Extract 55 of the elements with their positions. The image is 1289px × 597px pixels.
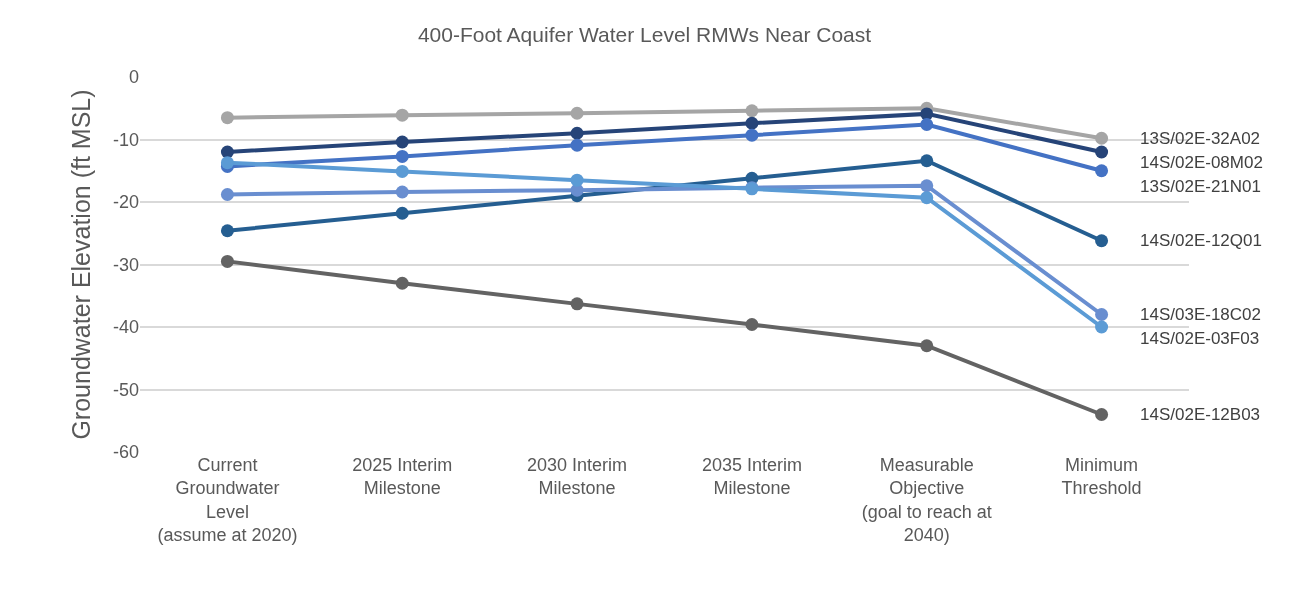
point	[1095, 308, 1109, 321]
point	[920, 339, 934, 353]
point	[570, 138, 584, 152]
point	[395, 149, 409, 163]
point	[920, 191, 934, 205]
point	[570, 106, 584, 120]
series-label: 14S/02E-12Q01	[1140, 231, 1262, 250]
y-tick-label: 0	[128, 67, 139, 88]
point	[745, 128, 759, 142]
y-tick-label: -30	[112, 254, 139, 275]
point	[920, 118, 934, 131]
point	[920, 179, 934, 193]
x-tick-label: 2035 Interim Milestone	[701, 455, 802, 499]
point	[395, 206, 409, 220]
point	[745, 318, 759, 331]
point	[570, 297, 584, 311]
point	[220, 224, 234, 238]
point	[745, 116, 759, 130]
y-tick-label: -40	[112, 317, 139, 338]
chart-title: 400-Foot Aquifer Water Level RMWs Near Coast	[417, 23, 872, 47]
series-label: 13S/02E-21N01	[1140, 177, 1261, 196]
series-label: 14S/03E-18C02	[1140, 305, 1261, 324]
y-tick-label: -60	[112, 442, 139, 463]
point	[570, 126, 584, 140]
series-label: 14S/02E-03F03	[1140, 329, 1260, 348]
point	[395, 135, 409, 149]
point	[220, 145, 234, 159]
point	[920, 154, 934, 168]
point	[1095, 164, 1109, 178]
point	[220, 188, 234, 201]
point	[395, 108, 409, 122]
point	[395, 185, 409, 199]
x-tick-label: Current Groundwater Level (assume at 2020)	[157, 455, 298, 546]
x-tick-label: 2025 Interim Milestone	[352, 455, 453, 499]
x-tick-label: 2030 Interim Milestone	[527, 455, 628, 499]
series-label: 14S/02E-12B03	[1140, 405, 1261, 424]
x-tick-label: Minimum Threshold	[1061, 455, 1142, 499]
y-tick-label: -50	[112, 379, 139, 400]
series-label: 14S/02E-08M02	[1140, 153, 1263, 172]
point	[745, 104, 759, 118]
y-tick-label: -10	[112, 129, 139, 150]
y-axis-title: Groundwater Elevation (ft MSL)	[66, 89, 95, 440]
point	[1095, 145, 1109, 159]
point	[1095, 408, 1109, 421]
point	[570, 173, 584, 187]
series-label: 13S/02E-32A02	[1140, 129, 1261, 148]
point	[395, 164, 409, 178]
point	[395, 276, 409, 290]
point	[220, 111, 234, 125]
point	[1095, 234, 1109, 248]
point	[1095, 131, 1109, 145]
point	[1095, 320, 1109, 334]
x-tick-label: Measurable Objective (goal to reach at 2040)	[861, 455, 992, 546]
point	[220, 254, 234, 268]
y-tick-label: -20	[112, 192, 139, 213]
